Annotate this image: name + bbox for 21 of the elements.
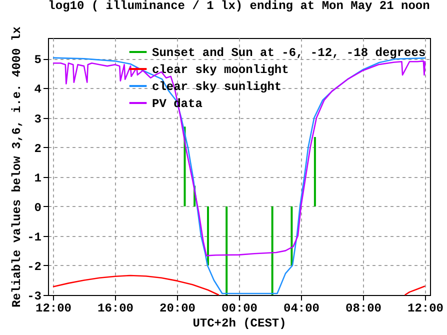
y-tick-label: -1 bbox=[27, 230, 42, 244]
x-tick-label: 04:00 bbox=[283, 302, 320, 316]
x-tick-label: 12:00 bbox=[407, 302, 444, 316]
x-tick-label: 00:00 bbox=[221, 302, 258, 316]
x-tick-label: 12:00 bbox=[35, 302, 72, 316]
legend-label: clear sky moonlight bbox=[152, 63, 289, 77]
y-tick-label: 3 bbox=[34, 112, 42, 126]
y-tick-label: -3 bbox=[27, 290, 42, 304]
y-tick-label: 2 bbox=[34, 142, 42, 156]
x-tick-label: 20:00 bbox=[159, 302, 196, 316]
y-tick-label: -2 bbox=[27, 260, 42, 274]
legend-label: Sunset and Sun at -6, -12, -18 degrees bbox=[152, 46, 426, 60]
x-tick-label: 16:00 bbox=[97, 302, 134, 316]
x-tick-label: 08:00 bbox=[345, 302, 382, 316]
y-tick-label: 1 bbox=[34, 171, 42, 186]
y-axis-title: Reliable values below 3,6, i.e. 4000 lx bbox=[10, 26, 24, 308]
y-tick-label: 4 bbox=[34, 82, 42, 97]
chart-title: log10 ( illuminance / 1 lx) ending at Mon May 21 noon bbox=[48, 0, 430, 14]
x-axis-title: UTC+2h (CEST) bbox=[192, 316, 286, 330]
y-tick-label: 5 bbox=[34, 53, 42, 68]
y-tick-label: 0 bbox=[34, 200, 42, 215]
